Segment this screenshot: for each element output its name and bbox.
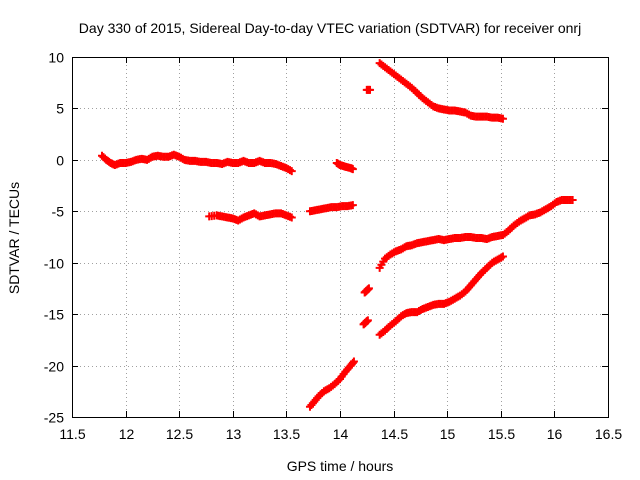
data-point	[348, 358, 357, 367]
data-point	[348, 201, 357, 210]
series-arc-4	[332, 158, 357, 174]
x-tick-label: 12.5	[166, 426, 193, 442]
y-tick-label: -5	[52, 204, 65, 220]
x-tick-label: 11.5	[59, 426, 85, 442]
data-point	[364, 284, 373, 293]
data-points	[98, 59, 577, 411]
y-tick-label: -25	[44, 410, 64, 426]
data-point	[363, 316, 372, 325]
data-point	[287, 213, 296, 222]
series-arc-6	[360, 284, 373, 297]
series-arc-3	[305, 201, 357, 216]
data-point	[366, 85, 375, 94]
x-tick-label: 15.5	[488, 426, 515, 442]
series-arc-7	[359, 316, 372, 329]
y-tick-label: 5	[56, 101, 64, 117]
x-tick-label: 14	[333, 426, 349, 442]
y-tick-label: -20	[44, 359, 64, 375]
x-axis-label: GPS time / hours	[287, 458, 394, 474]
series-arc-5	[305, 357, 358, 411]
series-arc-9	[375, 59, 507, 123]
x-tick-label: 13.5	[273, 426, 300, 442]
data-point	[349, 357, 358, 366]
y-tick-label: 0	[56, 153, 64, 169]
series-arc-11	[375, 252, 507, 339]
series-arc-2	[205, 209, 296, 225]
y-tick-label: -15	[44, 307, 64, 323]
data-point	[287, 167, 296, 176]
data-point	[498, 252, 507, 261]
grid-lines	[72, 57, 608, 417]
data-point	[348, 165, 357, 174]
x-tick-label: 15	[440, 426, 456, 442]
x-tick-label: 12	[119, 426, 135, 442]
y-axis-label: SDTVAR / TECUs	[6, 182, 22, 294]
x-axis: 11.5 12 12.5 13 13.5 14 14.5 15 15.5 16 16.5	[59, 57, 622, 442]
chart-title: Day 330 of 2015, Sidereal Day-to-day VTE…	[79, 20, 581, 36]
series-arc-1	[98, 150, 296, 176]
x-tick-label: 16.5	[595, 426, 622, 442]
x-tick-label: 14.5	[381, 426, 408, 442]
x-tick-label: 13	[226, 426, 242, 442]
y-axis: 10 5 0 -5 -10 -15 -20 -25	[44, 50, 608, 426]
data-point	[568, 195, 577, 204]
y-tick-label: 10	[48, 50, 64, 66]
y-tick-label: -10	[44, 256, 64, 272]
x-tick-label: 16	[547, 426, 563, 442]
series-arc-10	[375, 195, 577, 272]
data-point	[498, 114, 507, 123]
series-arc-8	[362, 85, 375, 94]
